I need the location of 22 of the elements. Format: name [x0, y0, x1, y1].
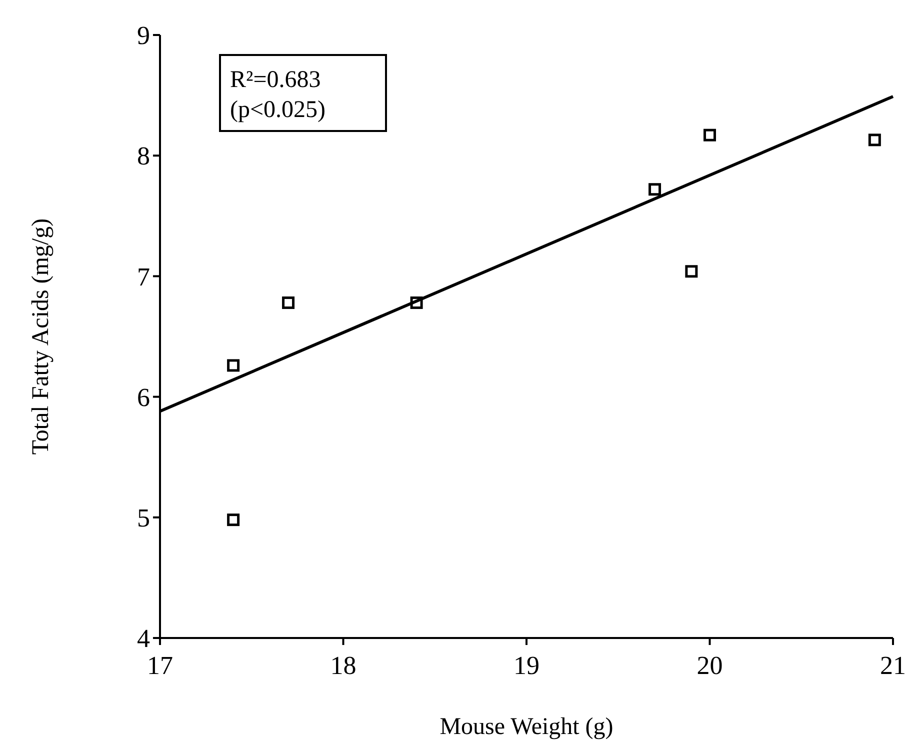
point — [704, 128, 716, 142]
point — [868, 134, 881, 146]
point — [227, 359, 240, 372]
x-tick-label: 18 — [330, 651, 356, 680]
y-tick-label: 4 — [137, 624, 150, 654]
x-tick-label: 20 — [696, 651, 723, 680]
point — [685, 265, 698, 278]
x-tick-label: 17 — [147, 651, 173, 680]
point — [648, 183, 662, 196]
x-axis-title: Mouse Weight (g) — [440, 714, 614, 740]
point — [282, 296, 295, 309]
y-tick-label: 9 — [137, 21, 150, 50]
y-tick-label: 8 — [137, 142, 150, 171]
y-axis-title: Total Fatty Acids (mg/g) — [28, 218, 54, 455]
point — [410, 296, 423, 309]
annotation: R²=0.683 (p<0.025) — [230, 67, 326, 123]
y-tick-label: 6 — [137, 382, 150, 412]
y-tick-label: 7 — [137, 262, 150, 292]
point — [227, 514, 240, 526]
y-tick-label: 5 — [137, 504, 150, 532]
x-tick-label: 21 — [880, 651, 906, 680]
x-tick-label: 19 — [514, 651, 540, 680]
